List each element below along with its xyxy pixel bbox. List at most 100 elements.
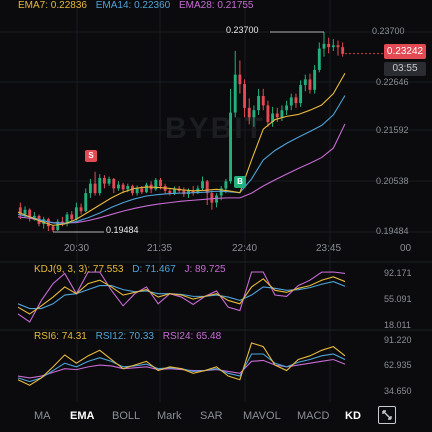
kdj-k-line (17, 276, 346, 315)
tab-mavol[interactable]: MAVOL (243, 410, 281, 422)
candle-body (173, 188, 176, 194)
candle-body (238, 74, 242, 85)
candle-body (289, 97, 293, 106)
candle-body (23, 209, 27, 215)
candle-body (266, 105, 270, 123)
candle-body (42, 219, 46, 224)
kdj-k-legend: KDJ(9, 3, 3): 77.553 (34, 264, 124, 275)
main-legend: EMA7: 0.22836 EMA14: 0.22360 EMA28: 0.21… (18, 0, 260, 11)
candle-body (331, 45, 335, 48)
candle-body (168, 190, 172, 194)
rsi-axis-tick: 34.650 (384, 386, 412, 396)
candle-body (285, 105, 289, 111)
rsi12-legend: RSI12: 70.33 (95, 331, 154, 342)
candle-body (341, 47, 345, 54)
candle-body (187, 190, 190, 195)
candle-body (107, 178, 111, 184)
candle-body (271, 113, 275, 123)
candle-body (74, 207, 78, 220)
candle-body (121, 184, 125, 190)
candle-body (56, 221, 60, 231)
low-price-label: 0.19484 (106, 225, 139, 235)
candle-body (261, 95, 265, 106)
current-price-tag: 0.23242 (384, 44, 426, 59)
candle-body (191, 190, 195, 194)
candle-body (145, 184, 148, 193)
candle-body (102, 177, 106, 184)
expand-icon[interactable] (378, 406, 396, 424)
ema28-legend: EMA28: 0.21755 (179, 0, 254, 11)
buy-marker[interactable]: B (234, 176, 246, 188)
tab-kd[interactable]: KD (345, 410, 361, 422)
candle-body (65, 214, 69, 224)
price-axis-tick: 0.19484 (376, 226, 409, 236)
volume-axis-label: 00 (400, 243, 412, 254)
candle-body (233, 74, 237, 113)
candle-body (317, 48, 321, 70)
candle-body (159, 179, 162, 187)
candle-body (229, 112, 232, 182)
rsi24-legend: RSI24: 65.48 (162, 331, 222, 342)
rsi-axis-tick: 62.935 (384, 360, 412, 370)
candle-body (182, 190, 186, 195)
tab-ma[interactable]: MA (34, 410, 51, 422)
candle-body (135, 188, 139, 194)
candle-body (140, 188, 144, 193)
candle-body (84, 193, 88, 212)
candle-body (98, 177, 102, 194)
candle-countdown: 03:55 (384, 62, 426, 76)
rsi-legend: RSI6: 74.31 RSI12: 70.33 RSI24: 65.48 (34, 331, 227, 342)
ema7-line (17, 72, 346, 226)
sell-marker[interactable]: S (85, 150, 97, 162)
candle-body (154, 179, 158, 190)
candle-body (18, 207, 22, 215)
kdj-axis-tick: 18.011 (384, 320, 411, 330)
candle-body (294, 97, 298, 104)
time-axis-tick: 20:30 (64, 243, 90, 254)
candle-body (275, 113, 279, 118)
candle-body (327, 43, 331, 48)
candle-body (308, 79, 312, 90)
high-price-label: 0.23700 (226, 25, 259, 35)
tab-mark[interactable]: Mark (157, 410, 182, 422)
candle-body (70, 214, 74, 220)
tab-macd[interactable]: MACD (297, 410, 330, 422)
price-axis-tick: 0.21592 (376, 125, 409, 135)
indicator-toolbar: MA EMA BOLL Mark SAR MAVOL MACD KD (0, 402, 432, 432)
candle-body (28, 209, 32, 218)
candle-body (215, 195, 218, 203)
price-axis-tick: 0.22646 (376, 77, 409, 87)
kdj-legend: KDJ(9, 3, 3): 77.553 D: 71.467 J: 89.725 (34, 264, 232, 275)
candle-body (126, 186, 130, 190)
ema14-line (17, 95, 346, 225)
candle-body (32, 215, 36, 218)
time-axis-tick: 23:45 (316, 243, 342, 254)
time-axis-tick: 22:40 (232, 243, 258, 254)
candle-body (93, 183, 97, 194)
candle-body (247, 107, 251, 118)
rsi6-legend: RSI6: 74.31 (34, 331, 87, 342)
tab-ema[interactable]: EMA (70, 410, 95, 422)
candle-body (79, 207, 83, 212)
kdj-j-legend: J: 89.725 (184, 264, 226, 275)
candle-body (210, 193, 214, 203)
candle-body (51, 226, 55, 231)
candle-body (243, 84, 247, 108)
tab-sar[interactable]: SAR (200, 410, 223, 422)
candle-body (46, 219, 50, 227)
kdj-d-legend: D: 71.467 (132, 264, 176, 275)
kdj-axis-tick: 92.171 (384, 268, 412, 278)
candle-body (313, 69, 317, 90)
kdj-axis-tick: 55.091 (384, 294, 412, 304)
ema14-legend: EMA14: 0.22360 (95, 0, 171, 11)
candle-body (88, 183, 92, 194)
candle-body (299, 85, 303, 104)
tab-boll[interactable]: BOLL (112, 410, 141, 422)
candle-body (336, 45, 340, 48)
price-axis-tick: 0.23700 (372, 26, 405, 36)
candle-body (116, 184, 120, 189)
candle-body (257, 95, 261, 111)
kdj-d-line (17, 280, 346, 310)
bybit-watermark: BYBIT (165, 112, 265, 145)
